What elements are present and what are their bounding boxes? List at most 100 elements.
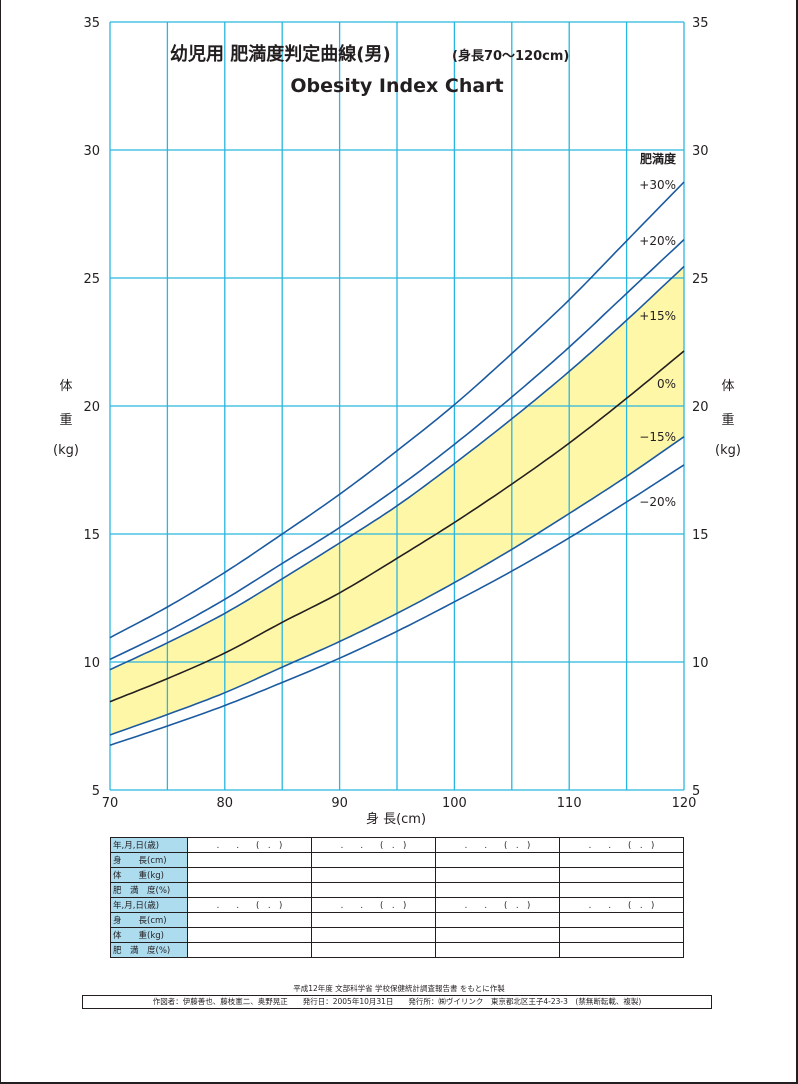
table-row: 肥 満 度(%) [110,942,684,958]
record-cell[interactable] [435,867,560,883]
record-cell[interactable] [311,942,436,958]
chart-title-sub: (身長70〜120cm) [452,48,569,64]
y-axis-label-left-0: 体 [59,379,72,394]
record-cell[interactable]: . . ( . ) [559,837,684,853]
series-label: −15% [639,430,676,444]
table-row: 年,月,日(歳). . ( . ). . ( . ). . ( . ). . (… [110,837,684,853]
curve-0% [109,350,685,703]
legend-title: 肥満度 [640,151,677,166]
record-cell[interactable] [187,882,312,898]
record-cell[interactable] [435,912,560,928]
page-border-bottom [0,1082,798,1084]
x-tick: 110 [557,796,582,811]
y-axis-label-right-0: 体 [721,379,734,394]
curve-+15% [109,265,685,671]
tick-labels: 5 5 10 10 15 15 20 20 25 25 30 30 35 35 70 80 90 100 110 12… [83,16,708,811]
record-cell[interactable] [187,852,312,868]
record-cell[interactable]: . . ( . ) [187,897,312,913]
record-cell[interactable] [311,912,436,928]
series-label: +15% [639,309,676,323]
record-cell[interactable]: . . ( . ) [311,837,436,853]
row-label: 肥 満 度(%) [110,882,188,898]
page-border-right [796,0,798,1084]
curve-−15% [109,436,685,736]
record-cell[interactable] [435,927,560,943]
x-tick: 70 [102,796,119,811]
y-tick-right: 25 [692,272,709,287]
row-label: 身 長(cm) [110,912,188,928]
y-axis-label-left-1: 重 [59,412,72,428]
y-tick-right: 15 [692,528,709,543]
y-axis-label-left: 体 重 (kg) [53,379,79,458]
y-axis-label-right-1: 重 [721,412,734,428]
y-tick-right: 35 [692,16,709,31]
record-cell[interactable] [435,852,560,868]
plot-area [110,266,684,735]
y-axis-label-right-2: (kg) [715,443,741,458]
record-cell[interactable] [311,927,436,943]
y-tick-right: 10 [692,656,709,671]
record-cell[interactable] [311,867,436,883]
y-tick-left: 5 [92,784,100,799]
source-note: 平成12年度 文部科学省 学校保健統計調査報告書 をもとに作製 [293,984,505,993]
series-label: +20% [639,234,676,248]
record-cell[interactable] [559,852,684,868]
record-cell[interactable] [311,882,436,898]
y-tick-left: 35 [83,16,100,31]
table-row: 肥 満 度(%) [110,882,684,898]
y-axis-label-right: 体 重 (kg) [715,379,741,458]
chart-title: 幼児用 肥満度判定曲線(男) [170,43,391,65]
record-cell[interactable] [559,882,684,898]
series-label: +30% [639,178,676,192]
row-label: 肥 満 度(%) [110,942,188,958]
y-tick-right: 5 [692,784,700,799]
record-cell[interactable] [559,867,684,883]
curve-+30% [109,181,685,639]
record-cell[interactable] [435,882,560,898]
record-cell[interactable]: . . ( . ) [435,837,560,853]
curve-+20% [109,239,685,661]
y-tick-right: 20 [692,400,709,415]
table-row: 身 長(cm) [110,912,684,928]
table-row: 年,月,日(歳). . ( . ). . ( . ). . ( . ). . (… [110,897,684,913]
obesity-chart: +30% +20% +15% 0% −15% −20% 5 5 10 10 15 15 20 20 25 2… [53,16,741,827]
y-tick-left: 25 [83,272,100,287]
x-tick: 100 [442,796,467,811]
chart-subtitle: Obesity Index Chart [290,75,503,97]
curve-−20% [109,464,685,746]
record-cell[interactable]: . . ( . ) [311,897,436,913]
y-tick-left: 10 [83,656,100,671]
y-tick-left: 15 [83,528,100,543]
row-label: 体 重(kg) [110,927,188,943]
record-cell[interactable]: . . ( . ) [187,837,312,853]
table-row: 体 重(kg) [110,927,684,943]
record-cell[interactable] [187,927,312,943]
curves: +30% +20% +15% 0% −15% −20% [109,178,685,746]
series-label: 0% [657,377,676,391]
y-axis-label-left-2: (kg) [53,443,79,458]
y-tick-left: 30 [83,144,100,159]
record-cell[interactable]: . . ( . ) [435,897,560,913]
record-cell[interactable] [187,912,312,928]
page-border-left [0,0,1,1084]
credit-box: 作図者：伊藤善也、藤枝憲二、奥野晃正 発行日：2005年10月31日 発行所：㈱… [82,995,712,1009]
record-cell[interactable] [559,942,684,958]
series-label: −20% [639,495,676,509]
x-tick: 120 [672,796,697,811]
row-label: 年,月,日(歳) [110,897,188,913]
record-cell[interactable] [559,927,684,943]
record-cell[interactable] [187,942,312,958]
row-label: 体 重(kg) [110,867,188,883]
record-cell[interactable] [311,852,436,868]
record-cell[interactable]: . . ( . ) [559,897,684,913]
y-tick-left: 20 [83,400,100,415]
record-cell[interactable] [559,912,684,928]
x-tick: 80 [217,796,234,811]
x-tick: 90 [331,796,348,811]
y-tick-right: 30 [692,144,709,159]
normal-range-band [110,266,684,735]
growth-record-table: 年,月,日(歳). . ( . ). . ( . ). . ( . ). . (… [110,837,684,958]
x-axis-label: 身 長(cm) [366,811,426,827]
record-cell[interactable] [435,942,560,958]
record-cell[interactable] [187,867,312,883]
